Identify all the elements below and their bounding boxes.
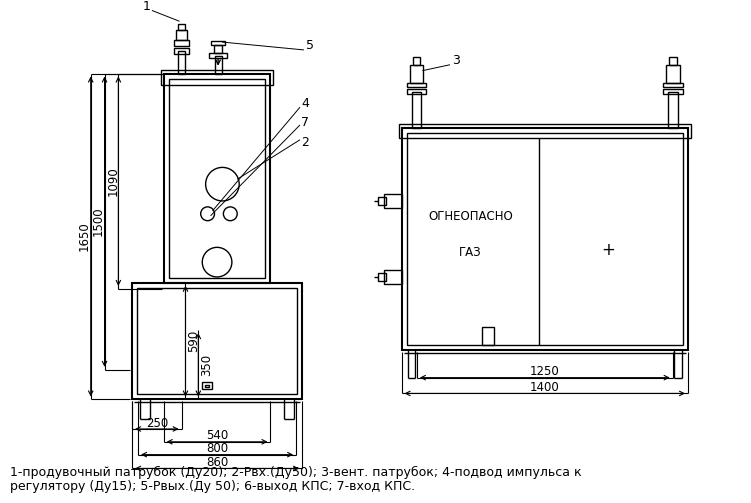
Bar: [173, 48, 189, 54]
Text: 7: 7: [301, 117, 309, 129]
Text: +: +: [601, 241, 615, 259]
Bar: [205, 385, 210, 386]
Bar: [202, 382, 212, 389]
Text: 590: 590: [187, 330, 200, 352]
Bar: [161, 70, 273, 86]
Bar: [399, 124, 691, 138]
Bar: [177, 51, 185, 73]
Bar: [173, 40, 189, 46]
Text: 860: 860: [206, 456, 228, 469]
Bar: [402, 128, 688, 350]
Bar: [412, 93, 421, 128]
Bar: [406, 133, 683, 345]
Bar: [169, 78, 265, 278]
Text: регулятору (Ду15); 5-Рвых.(Ду 50); 6-выход КПС; 7-вход КПС.: регулятору (Ду15); 5-Рвых.(Ду 50); 6-вых…: [10, 480, 415, 493]
Text: 1-продувочный патрубок (Ду20); 2-Рвх.(Ду50); 3-вент. патрубок; 4-подвод импульса: 1-продувочный патрубок (Ду20); 2-Рвх.(Ду…: [10, 465, 581, 478]
Text: ГАЗ: ГАЗ: [459, 246, 481, 259]
Bar: [663, 82, 683, 88]
Bar: [179, 24, 185, 30]
Text: 4: 4: [301, 97, 309, 110]
Bar: [669, 57, 677, 65]
Text: 1250: 1250: [530, 365, 559, 378]
Bar: [384, 194, 402, 208]
Bar: [412, 57, 421, 65]
Bar: [215, 56, 222, 73]
Bar: [406, 90, 427, 95]
Bar: [409, 65, 424, 82]
Text: 350: 350: [200, 354, 213, 376]
Bar: [406, 82, 427, 88]
Bar: [210, 53, 227, 58]
Text: 540: 540: [206, 430, 228, 442]
Text: 1090: 1090: [107, 166, 120, 196]
Bar: [214, 45, 222, 53]
Text: 250: 250: [146, 416, 168, 430]
Bar: [482, 327, 494, 345]
Text: 1500: 1500: [92, 207, 105, 236]
Bar: [164, 73, 270, 283]
Bar: [666, 65, 680, 82]
Text: 3: 3: [452, 54, 460, 67]
Bar: [668, 93, 678, 128]
Bar: [384, 270, 402, 284]
Bar: [211, 41, 225, 45]
Bar: [137, 288, 297, 394]
Bar: [663, 90, 683, 95]
Text: 800: 800: [206, 442, 228, 455]
Text: ОГНЕОПАСНО: ОГНЕОПАСНО: [428, 210, 513, 223]
Bar: [176, 30, 188, 40]
Text: 1: 1: [143, 0, 151, 13]
Text: 2: 2: [301, 136, 309, 149]
Bar: [132, 283, 302, 399]
Text: 1650: 1650: [77, 222, 90, 252]
Bar: [378, 197, 386, 205]
Bar: [378, 273, 386, 281]
Text: 5: 5: [306, 39, 314, 52]
Text: 1400: 1400: [530, 381, 559, 394]
